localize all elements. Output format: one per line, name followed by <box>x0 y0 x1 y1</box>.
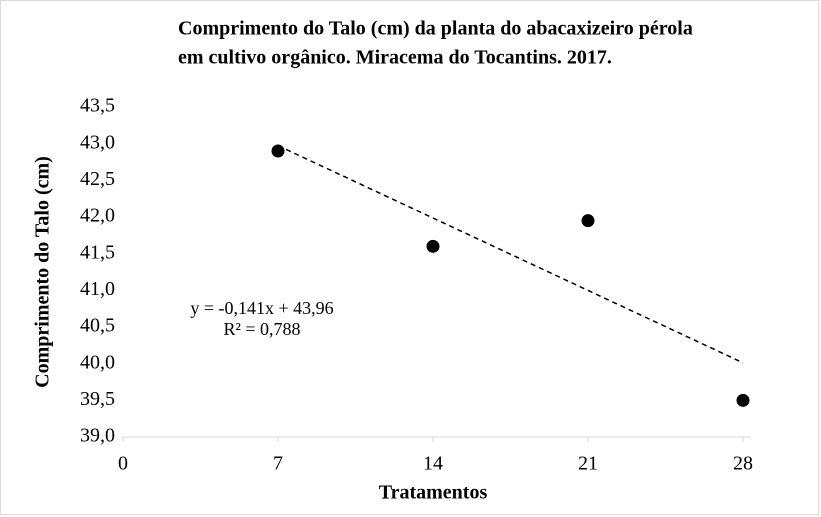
y-axis-title: Comprimento do Talo (cm) <box>32 156 54 388</box>
x-tick-label: 28 <box>733 453 753 475</box>
y-tick-label: 40,0 <box>80 351 115 373</box>
y-tick-label: 39,5 <box>80 388 115 410</box>
trendline <box>277 144 744 364</box>
y-tick-label: 41,0 <box>80 278 115 300</box>
x-tick-label: 14 <box>423 453 443 475</box>
scatter-point <box>736 393 750 407</box>
y-tick-label: 42,5 <box>80 168 115 190</box>
y-tick-label: 43,5 <box>80 95 115 117</box>
scatter-point <box>271 144 285 158</box>
scatter-point <box>581 214 595 228</box>
y-tick-label: 40,5 <box>80 315 115 337</box>
x-tick-label: 7 <box>273 453 283 475</box>
x-tick-label: 21 <box>578 453 598 475</box>
y-tick-label: 43,0 <box>80 131 115 153</box>
trendline-equation: y = -0,141x + 43,96 <box>190 298 333 318</box>
chart-title: Comprimento do Talo (cm) da planta do ab… <box>178 18 693 40</box>
y-tick-label: 39,0 <box>80 425 115 447</box>
chart-title: em cultivo orgânico. Miracema do Tocanti… <box>178 47 612 69</box>
y-tick-label: 41,5 <box>80 241 115 263</box>
y-tick-label: 42,0 <box>80 205 115 227</box>
x-axis-title: Tratamentos <box>379 482 488 504</box>
scatter-point <box>426 239 440 253</box>
trendline-r2: R² = 0,788 <box>223 319 300 339</box>
x-tick-label: 0 <box>118 453 128 475</box>
